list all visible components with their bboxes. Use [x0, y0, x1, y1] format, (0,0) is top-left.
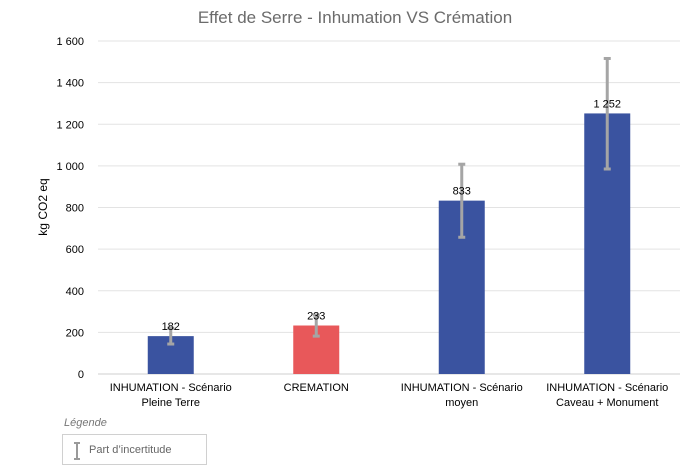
data-label: 833 — [453, 186, 471, 198]
data-label: 1 252 — [593, 98, 621, 110]
data-label: 182 — [162, 321, 180, 333]
x-axis-ticks: INHUMATION - Scénario Pleine Terre CREMATI… — [110, 382, 669, 409]
x-tick-label: INHUMATION - Scénario — [401, 382, 523, 394]
error-bars — [167, 56, 611, 346]
x-tick-label: INHUMATION - Scénario — [546, 382, 668, 394]
chart-title: Effet de Serre - Inhumation VS Crémation — [198, 8, 512, 27]
y-tick-label: 1 200 — [56, 119, 84, 131]
x-tick-label: Pleine Terre — [142, 397, 201, 409]
y-tick-label: 0 — [78, 369, 84, 381]
data-labels: 182 233 833 1 252 — [162, 98, 621, 333]
y-tick-label: 1 000 — [56, 161, 84, 173]
y-tick-label: 600 — [66, 244, 84, 256]
legend-title: Légende — [64, 417, 107, 429]
legend-item-label: Part d’incertitude — [89, 444, 172, 456]
data-label: 233 — [307, 311, 325, 323]
gridlines — [98, 40, 680, 375]
x-tick-label: moyen — [445, 397, 478, 409]
x-tick-label: INHUMATION - Scénario — [110, 382, 232, 394]
y-tick-label: 800 — [66, 203, 84, 215]
bars — [147, 113, 631, 375]
x-tick-label: CREMATION — [284, 382, 349, 394]
y-tick-label: 1 400 — [56, 78, 84, 90]
y-tick-label: 400 — [66, 286, 84, 298]
error-bar-icon — [74, 442, 80, 460]
y-tick-label: 200 — [66, 327, 84, 339]
y-axis-label: kg CO2 eq — [36, 178, 50, 235]
y-tick-label: 1 600 — [56, 36, 84, 48]
y-axis-ticks: 0 200 400 600 800 1 000 1 200 1 400 1 600 — [56, 36, 84, 381]
legend: Part d’incertitude — [62, 434, 207, 465]
x-tick-label: Caveau + Monument — [556, 397, 658, 409]
